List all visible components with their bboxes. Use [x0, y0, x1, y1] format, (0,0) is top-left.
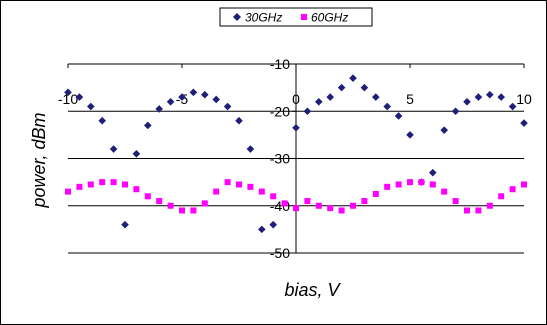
point-30ghz	[189, 88, 198, 97]
point-30ghz	[246, 145, 255, 153]
point-60ghz	[452, 198, 459, 205]
point-60ghz	[122, 181, 128, 188]
point-60ghz	[133, 186, 140, 193]
point-60ghz	[87, 181, 94, 188]
x-tick-label: 10	[516, 91, 532, 107]
point-30ghz	[75, 93, 84, 101]
point-30ghz	[223, 102, 232, 111]
point-60ghz	[270, 193, 277, 200]
point-60ghz	[475, 207, 482, 214]
point-60ghz	[521, 181, 527, 188]
point-30ghz	[349, 74, 357, 82]
point-60ghz	[201, 200, 208, 207]
point-30ghz	[474, 93, 483, 101]
legend-label-30ghz: 30GHz	[245, 11, 282, 25]
point-30ghz	[64, 88, 72, 97]
y-tick-label: -30	[270, 151, 290, 167]
point-30ghz	[178, 93, 186, 101]
legend-marker-30ghz	[233, 13, 241, 21]
point-60ghz	[384, 183, 391, 190]
point-60ghz	[236, 181, 242, 188]
point-30ghz	[315, 98, 323, 106]
point-60ghz	[429, 181, 436, 188]
point-60ghz	[338, 207, 345, 214]
y-tick-label: -50	[270, 245, 290, 261]
point-30ghz	[269, 220, 277, 229]
point-60ghz	[213, 188, 220, 195]
y-axis-label: power, dBm	[29, 112, 49, 208]
point-30ghz	[201, 90, 209, 99]
point-30ghz	[360, 83, 369, 92]
point-60ghz	[304, 198, 311, 205]
point-30ghz	[520, 119, 528, 127]
x-axis-label: bias, V	[284, 280, 341, 300]
point-60ghz	[372, 190, 379, 197]
data-points	[64, 74, 528, 234]
point-60ghz	[65, 188, 71, 195]
axes	[67, 63, 525, 254]
point-30ghz	[87, 102, 95, 111]
point-60ghz	[498, 193, 505, 200]
point-30ghz	[235, 116, 243, 125]
point-30ghz	[394, 112, 403, 120]
legend-marker-60ghz	[301, 14, 307, 20]
point-30ghz	[132, 149, 141, 158]
point-60ghz	[350, 202, 356, 209]
point-30ghz	[383, 102, 391, 111]
point-30ghz	[497, 93, 505, 101]
point-30ghz	[486, 90, 494, 99]
point-30ghz	[212, 95, 220, 104]
point-60ghz	[407, 179, 413, 186]
point-60ghz	[441, 188, 448, 195]
point-60ghz	[179, 207, 185, 214]
point-30ghz	[463, 98, 471, 106]
point-60ghz	[76, 183, 83, 190]
point-60ghz	[247, 183, 254, 190]
y-tick-label: -20	[270, 103, 290, 119]
point-60ghz	[224, 179, 231, 186]
legend-box	[219, 7, 373, 27]
point-60ghz	[327, 205, 334, 212]
point-60ghz	[190, 207, 197, 214]
point-30ghz	[98, 116, 106, 125]
legend-label-60ghz: 60GHz	[311, 11, 348, 25]
point-60ghz	[464, 207, 470, 214]
point-30ghz	[292, 123, 300, 132]
point-30ghz	[406, 131, 414, 139]
point-30ghz	[303, 107, 312, 116]
point-60ghz	[110, 179, 117, 186]
point-60ghz	[167, 202, 174, 209]
point-60ghz	[293, 205, 299, 212]
point-60ghz	[509, 186, 516, 193]
point-60ghz	[99, 179, 106, 186]
point-30ghz	[144, 121, 152, 130]
x-tick-label: 5	[406, 91, 414, 107]
point-60ghz	[486, 202, 493, 209]
point-30ghz	[166, 98, 175, 106]
point-60ghz	[281, 200, 288, 207]
point-60ghz	[144, 193, 151, 200]
point-30ghz	[337, 83, 346, 92]
point-60ghz	[395, 181, 402, 188]
point-60ghz	[258, 188, 265, 195]
x-tick-label: -10	[58, 91, 78, 107]
point-60ghz	[361, 198, 368, 205]
point-60ghz	[315, 202, 322, 209]
x-tick-label: 0	[292, 91, 300, 107]
point-30ghz	[508, 102, 517, 111]
point-30ghz	[372, 93, 380, 101]
point-30ghz	[451, 107, 460, 116]
y-tick-label: -10	[270, 56, 290, 72]
point-30ghz	[121, 220, 129, 229]
point-60ghz	[156, 198, 163, 205]
point-60ghz	[418, 179, 425, 186]
point-30ghz	[429, 168, 437, 177]
point-30ghz	[258, 225, 266, 234]
point-30ghz	[326, 93, 334, 101]
point-30ghz	[440, 126, 448, 134]
point-30ghz	[155, 105, 163, 113]
point-30ghz	[109, 145, 118, 153]
